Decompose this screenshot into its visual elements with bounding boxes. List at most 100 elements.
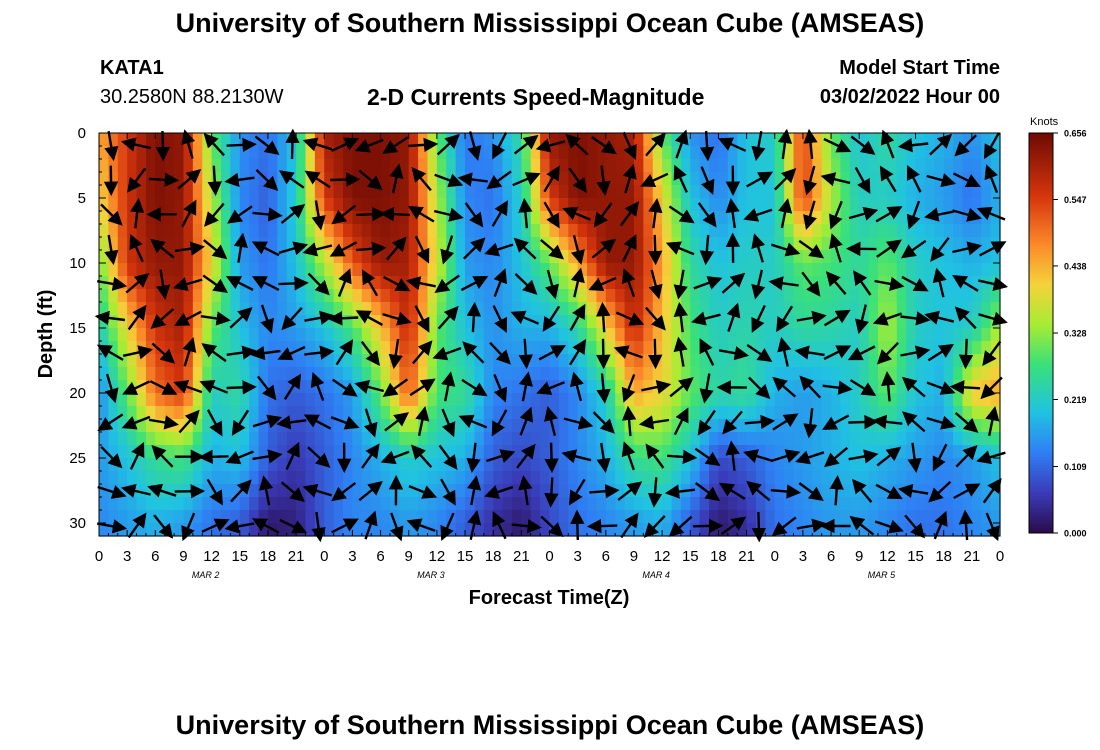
heat-cell <box>427 276 438 290</box>
heat-cell <box>127 393 138 407</box>
heat-cell <box>662 367 673 381</box>
heat-cell <box>915 289 926 303</box>
heat-cell <box>709 133 720 147</box>
heat-cell <box>615 419 626 433</box>
current-arrow <box>648 338 663 370</box>
heat-cell <box>183 328 194 342</box>
current-arrow <box>771 449 801 463</box>
current-arrow <box>518 475 533 506</box>
current-arrow <box>801 271 821 297</box>
heat-cell <box>774 237 785 251</box>
heat-cell <box>455 250 466 264</box>
current-arrow <box>849 379 877 397</box>
heat-cell <box>164 289 175 303</box>
colorbar-tick-label: 0.000 <box>1064 529 1087 539</box>
heat-cell <box>202 406 213 420</box>
heat-cell <box>709 354 720 368</box>
heat-cell <box>230 510 241 524</box>
heat-cell <box>324 302 335 316</box>
heat-cell <box>924 523 935 537</box>
heat-cell <box>465 354 476 368</box>
heat-cell <box>305 510 316 524</box>
heat-cell <box>502 146 513 160</box>
heat-cell <box>840 224 851 238</box>
x-tick-label: 0 <box>95 548 103 565</box>
current-arrow <box>311 200 326 231</box>
heat-cell <box>164 471 175 485</box>
heat-cell <box>249 263 260 277</box>
heat-cell <box>906 224 917 238</box>
heat-cell <box>221 159 231 173</box>
heat-cell <box>971 263 982 277</box>
heat-cell <box>727 367 738 381</box>
heat-cell <box>380 393 391 407</box>
heat-cell <box>737 354 748 368</box>
heat-cell <box>258 406 269 420</box>
heat-cell <box>793 198 804 212</box>
heat-cell <box>906 289 917 303</box>
heat-cell <box>427 146 438 160</box>
heat-cell <box>333 341 344 355</box>
current-arrow <box>773 167 797 191</box>
heat-cell <box>502 224 513 238</box>
heat-cell <box>418 198 429 212</box>
heat-cell <box>249 328 260 342</box>
day-label: MAR 4 <box>642 570 670 580</box>
current-arrow <box>665 241 695 256</box>
heat-cell <box>483 146 494 160</box>
current-arrow <box>615 311 645 326</box>
heat-cell <box>746 302 757 316</box>
current-arrow <box>150 308 175 329</box>
heat-cell <box>239 510 250 524</box>
heat-cell <box>746 146 757 160</box>
heat-cell <box>924 393 935 407</box>
heat-cell <box>455 146 466 160</box>
current-arrow <box>926 173 957 188</box>
heat-cell <box>662 133 673 147</box>
heat-cell <box>296 367 307 381</box>
heat-cell <box>558 328 569 342</box>
heat-cell <box>296 146 307 160</box>
heat-cell <box>249 146 260 160</box>
heat-cell <box>277 341 288 355</box>
heat-cell <box>887 497 898 511</box>
heat-cell <box>774 432 785 446</box>
heat-cell <box>568 458 579 472</box>
heat-cell <box>296 172 307 186</box>
heat-cell <box>174 523 185 537</box>
current-arrow <box>484 485 514 499</box>
heat-cell <box>277 510 288 524</box>
heat-cell <box>296 406 307 420</box>
current-arrow <box>200 311 231 326</box>
heat-cell <box>633 250 644 264</box>
heat-cell <box>389 302 400 316</box>
heat-cell <box>324 445 335 459</box>
current-arrow <box>591 136 617 155</box>
current-arrow <box>796 310 827 325</box>
current-arrow <box>457 172 488 187</box>
colorbar-tick-label: 0.109 <box>1064 462 1087 472</box>
current-arrow <box>926 415 956 430</box>
heat-cell <box>690 354 701 368</box>
heat-cell <box>840 315 851 329</box>
heat-cell <box>558 315 569 329</box>
heat-cell <box>380 432 391 446</box>
heat-cell <box>502 523 513 537</box>
heat-cell <box>324 159 335 173</box>
current-arrow <box>178 409 200 434</box>
heat-cell <box>399 198 410 212</box>
heat-cell <box>530 367 541 381</box>
current-arrow <box>122 345 153 360</box>
heat-cell <box>352 211 363 225</box>
heat-cell <box>624 354 635 368</box>
heat-cell <box>493 185 504 199</box>
heat-cell <box>990 432 1001 446</box>
heat-cell <box>511 510 522 524</box>
heat-cell <box>474 523 485 537</box>
heat-cell <box>99 185 109 199</box>
heat-cell <box>662 419 673 433</box>
heat-cell <box>277 198 288 212</box>
heat-cell <box>192 276 203 290</box>
heat-cell <box>605 510 616 524</box>
heat-cell <box>662 458 673 472</box>
